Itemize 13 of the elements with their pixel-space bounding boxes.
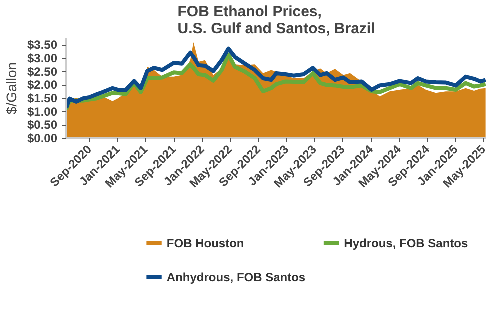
y-tick-label: $3.50 [27,38,58,52]
y-tick-label: $2.00 [27,78,58,92]
y-tick-label: $2.50 [27,64,58,79]
chart-title: FOB Ethanol Prices, U.S. Gulf and Santos, Brazil [178,4,376,38]
legend-label: Anhydrous, FOB Santos [166,270,306,284]
y-tick-label: $0.50 [27,118,58,132]
legend-label: Hydrous, FOB Santos [344,236,469,250]
y-tick-label: $1.50 [27,92,58,106]
y-axis-title: $/Gallon [3,62,20,115]
y-tick-label: $0.00 [27,132,58,146]
y-tick-label: $1.00 [27,104,58,119]
legend-label: FOB Houston [166,236,244,250]
y-tick-label: $3.00 [27,52,58,66]
